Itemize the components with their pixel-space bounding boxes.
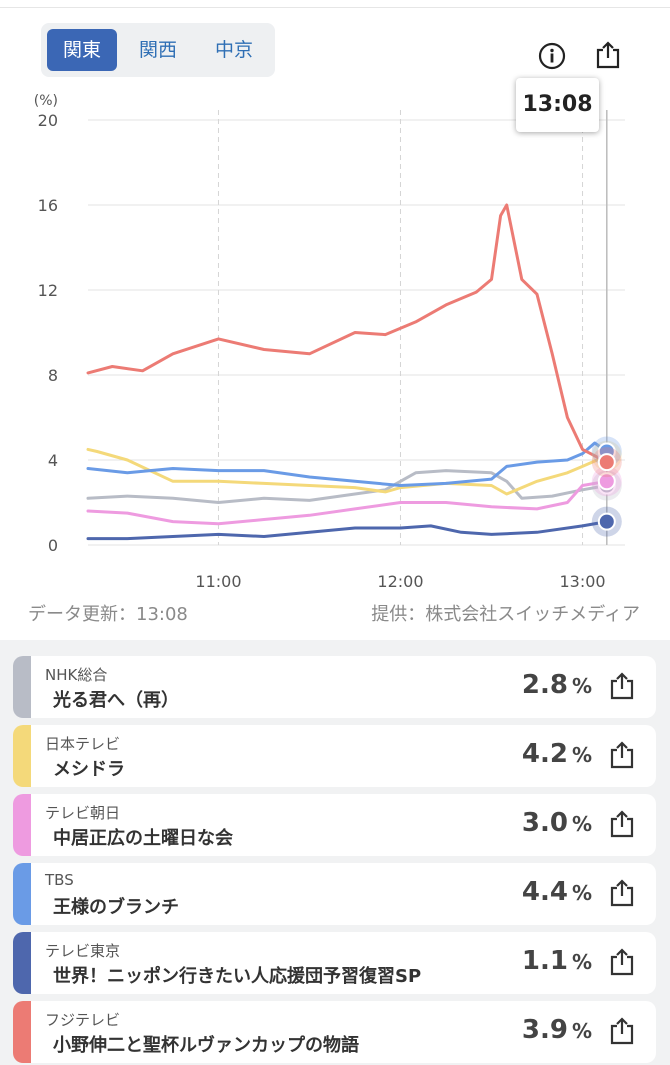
- rating-unit: %: [571, 1019, 592, 1043]
- data-updated-text: データ更新：13:08: [28, 604, 188, 625]
- share-icon[interactable]: [608, 947, 636, 981]
- provider-text: 提供：株式会社スイッチメディア: [371, 604, 640, 625]
- program-title: 中居正広の土曜日な会: [53, 828, 233, 849]
- program-title: 光る君へ（再）: [53, 690, 179, 711]
- top-divider: [0, 7, 670, 8]
- rating-number: 1.1: [521, 946, 568, 976]
- program-card-tbs[interactable]: TBS 王様のブランチ 4.4%: [13, 863, 656, 925]
- rating-value: 3.0%: [522, 808, 592, 838]
- rating-unit: %: [571, 881, 592, 905]
- rating-value: 3.9%: [522, 1015, 592, 1045]
- y-tick-label: 16: [38, 196, 58, 215]
- rating-value: 2.8%: [522, 670, 592, 700]
- station-color-strip: [13, 1001, 31, 1063]
- y-tick-label: 20: [38, 111, 58, 130]
- share-icon[interactable]: [594, 40, 622, 74]
- rating-unit: %: [571, 950, 592, 974]
- rating-number: 3.0: [521, 808, 568, 838]
- rating-value: 1.1%: [522, 946, 592, 976]
- rating-unit: %: [571, 743, 592, 767]
- cursor-time-tooltip: 13:08: [516, 78, 599, 132]
- series-line: [86, 469, 609, 504]
- program-title: 王様のブランチ: [53, 897, 179, 918]
- y-tick-label: 0: [48, 536, 58, 555]
- region-tabs: 関東 関西 中京: [41, 23, 275, 77]
- program-card-tvtokyo[interactable]: テレビ東京 世界！ニッポン行きたい人応援団予習復習SP 1.1%: [13, 932, 656, 994]
- program-title: 世界！ニッポン行きたい人応援団予習復習SP: [53, 966, 422, 987]
- rating-number: 4.2: [521, 739, 568, 769]
- y-axis-unit: (%): [34, 93, 58, 109]
- tab-kanto[interactable]: 関東: [47, 29, 117, 71]
- program-title: メシドラ: [53, 759, 125, 780]
- program-card-fuji[interactable]: フジテレビ 小野伸二と聖杯ルヴァンカップの物語 3.9%: [13, 1001, 656, 1063]
- series-line: [86, 479, 609, 526]
- station-color-strip: [13, 863, 31, 925]
- station-name: テレビ朝日: [45, 804, 121, 822]
- series-line: [86, 520, 609, 541]
- station-color-strip: [13, 725, 31, 787]
- station-color-strip: [13, 656, 31, 718]
- y-tick-label: 8: [48, 366, 58, 385]
- endpoint-marker: [597, 453, 616, 472]
- y-tick-label: 12: [38, 281, 58, 300]
- share-icon[interactable]: [608, 809, 636, 843]
- program-card-ntv[interactable]: 日本テレビ メシドラ 4.2%: [13, 725, 656, 787]
- tab-chukyo[interactable]: 中京: [214, 39, 253, 61]
- ratings-line-chart: 0 4 8 12 16 20 (%) 11:00 12:00 13:00: [34, 93, 625, 590]
- rating-number: 4.4: [521, 877, 568, 907]
- station-name: テレビ東京: [45, 942, 121, 960]
- program-card-nhk[interactable]: NHK総合 光る君へ（再） 2.8%: [13, 656, 656, 718]
- endpoint-marker: [597, 472, 616, 491]
- station-color-strip: [13, 932, 31, 994]
- y-tick-label: 4: [48, 451, 58, 470]
- rating-number: 2.8: [521, 670, 568, 700]
- rating-unit: %: [571, 674, 592, 698]
- series-line: [86, 203, 609, 464]
- share-icon[interactable]: [608, 740, 636, 774]
- series-line: [86, 447, 609, 496]
- x-tick-label: 12:00: [377, 572, 423, 590]
- station-name: フジテレビ: [45, 1011, 121, 1029]
- station-name: 日本テレビ: [45, 735, 121, 753]
- info-icon[interactable]: [538, 42, 566, 74]
- endpoint-marker: [597, 512, 616, 531]
- station-name: TBS: [45, 871, 74, 889]
- station-color-strip: [13, 794, 31, 856]
- program-card-tvasahi[interactable]: テレビ朝日 中居正広の土曜日な会 3.0%: [13, 794, 656, 856]
- rating-value: 4.4%: [522, 877, 592, 907]
- program-title: 小野伸二と聖杯ルヴァンカップの物語: [53, 1035, 359, 1056]
- rating-number: 3.9: [521, 1015, 568, 1045]
- series-line: [86, 441, 609, 487]
- rating-value: 4.2%: [522, 739, 592, 769]
- share-icon[interactable]: [608, 1016, 636, 1050]
- x-tick-label: 13:00: [559, 572, 605, 590]
- tab-kansai[interactable]: 関西: [138, 39, 177, 61]
- share-icon[interactable]: [608, 671, 636, 705]
- station-name: NHK総合: [45, 666, 108, 684]
- x-tick-label: 11:00: [195, 572, 241, 590]
- program-list: NHK総合 光る君へ（再） 2.8% 日本テレビ メシドラ 4.2% テレビ朝日…: [0, 640, 670, 1065]
- share-icon[interactable]: [608, 878, 636, 912]
- rating-unit: %: [571, 812, 592, 836]
